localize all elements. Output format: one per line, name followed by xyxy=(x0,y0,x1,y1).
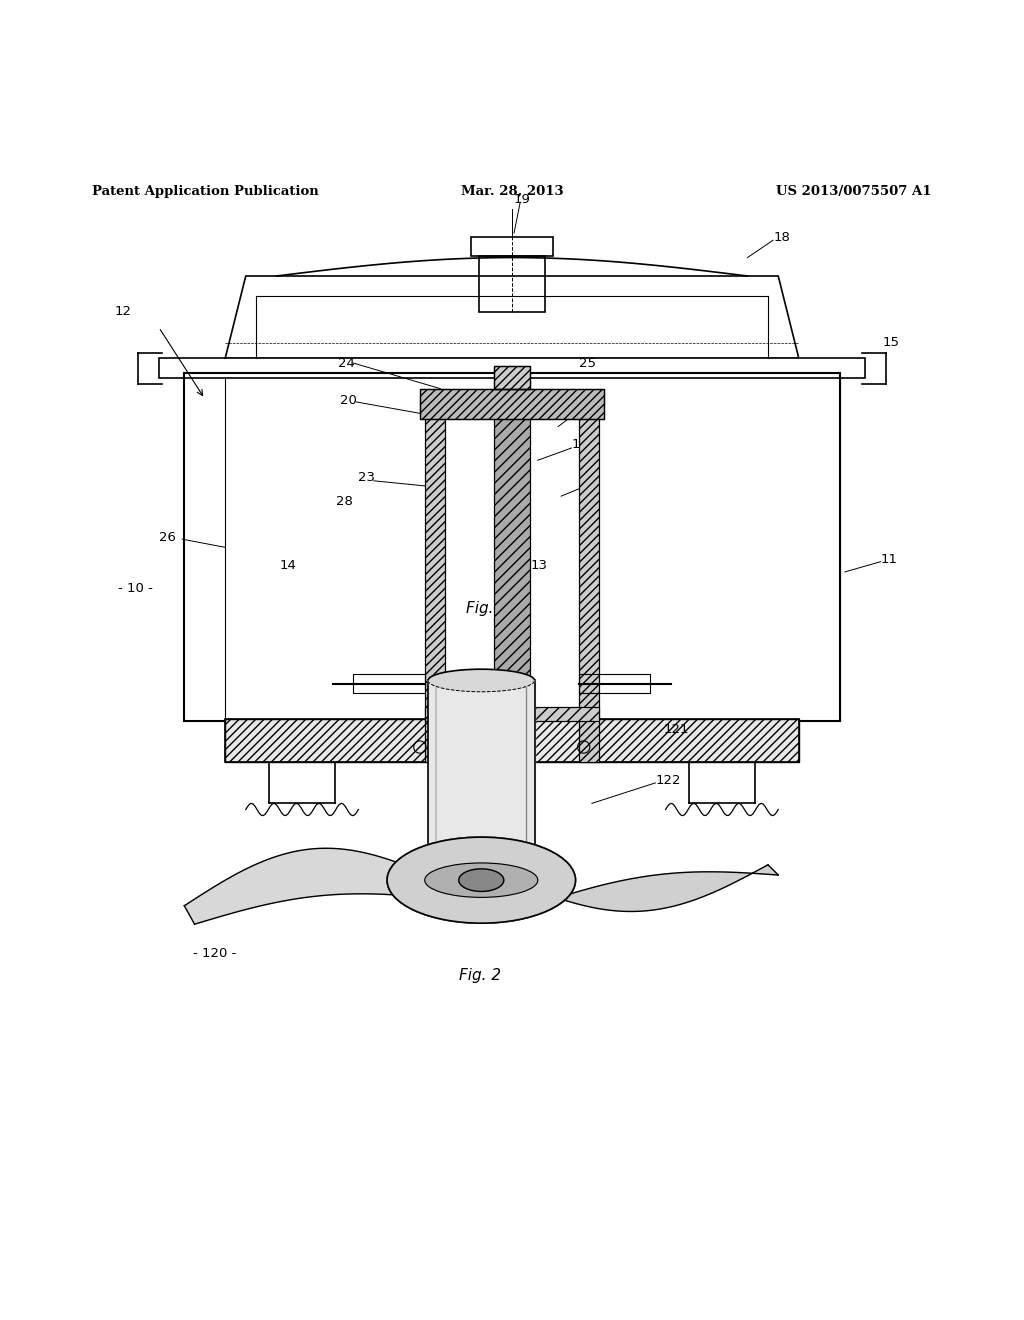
Polygon shape xyxy=(416,870,547,892)
Text: Fig. 1: Fig. 1 xyxy=(466,602,508,616)
Text: Mar. 28, 2013: Mar. 28, 2013 xyxy=(461,185,563,198)
Bar xyxy=(425,708,599,722)
Ellipse shape xyxy=(459,869,504,891)
Bar xyxy=(425,393,445,763)
Text: 22: 22 xyxy=(579,479,596,492)
Bar xyxy=(425,393,445,763)
Polygon shape xyxy=(428,681,535,870)
Ellipse shape xyxy=(459,869,504,891)
Ellipse shape xyxy=(425,863,538,898)
Bar xyxy=(471,238,553,256)
Bar xyxy=(225,719,799,763)
Text: 25: 25 xyxy=(579,356,596,370)
Text: 27: 27 xyxy=(579,500,596,513)
Bar xyxy=(184,374,840,722)
Bar xyxy=(353,675,425,693)
Ellipse shape xyxy=(401,869,561,916)
Bar xyxy=(479,256,545,312)
Text: 18: 18 xyxy=(773,231,790,244)
Text: Fig. 2: Fig. 2 xyxy=(459,968,501,983)
Bar xyxy=(425,708,599,722)
Text: 21: 21 xyxy=(582,400,599,413)
Bar xyxy=(494,393,530,763)
Bar xyxy=(420,388,604,420)
Bar xyxy=(494,366,530,388)
Bar xyxy=(420,388,604,420)
Polygon shape xyxy=(225,276,799,358)
Text: 19: 19 xyxy=(514,193,530,206)
Bar xyxy=(494,393,530,763)
Text: 12: 12 xyxy=(115,305,132,318)
Text: - 120 -: - 120 - xyxy=(193,948,236,961)
Polygon shape xyxy=(522,865,778,912)
Text: Patent Application Publication: Patent Application Publication xyxy=(92,185,318,198)
Text: 26: 26 xyxy=(159,531,175,544)
Bar xyxy=(579,675,650,693)
Text: 13: 13 xyxy=(530,560,548,573)
Text: 11: 11 xyxy=(881,553,898,566)
Ellipse shape xyxy=(387,837,575,923)
Bar xyxy=(494,366,530,388)
Text: 15: 15 xyxy=(883,337,900,348)
Text: 20: 20 xyxy=(340,395,356,408)
Text: US 2013/0075507 A1: US 2013/0075507 A1 xyxy=(776,185,932,198)
Text: 121: 121 xyxy=(664,723,689,737)
Text: 24: 24 xyxy=(338,356,354,370)
Text: 23: 23 xyxy=(358,471,376,484)
Text: 28: 28 xyxy=(336,495,352,508)
Ellipse shape xyxy=(425,863,538,898)
Text: - 10 -: - 10 - xyxy=(118,582,153,595)
Text: 122: 122 xyxy=(655,775,681,787)
Ellipse shape xyxy=(387,837,575,923)
Text: 14: 14 xyxy=(280,560,296,573)
Bar xyxy=(159,358,865,379)
Bar xyxy=(579,393,599,763)
Bar xyxy=(579,393,599,763)
Text: 16: 16 xyxy=(504,523,520,536)
Polygon shape xyxy=(184,849,440,924)
Ellipse shape xyxy=(428,669,535,692)
Bar xyxy=(225,719,799,763)
Text: 17: 17 xyxy=(571,438,589,451)
